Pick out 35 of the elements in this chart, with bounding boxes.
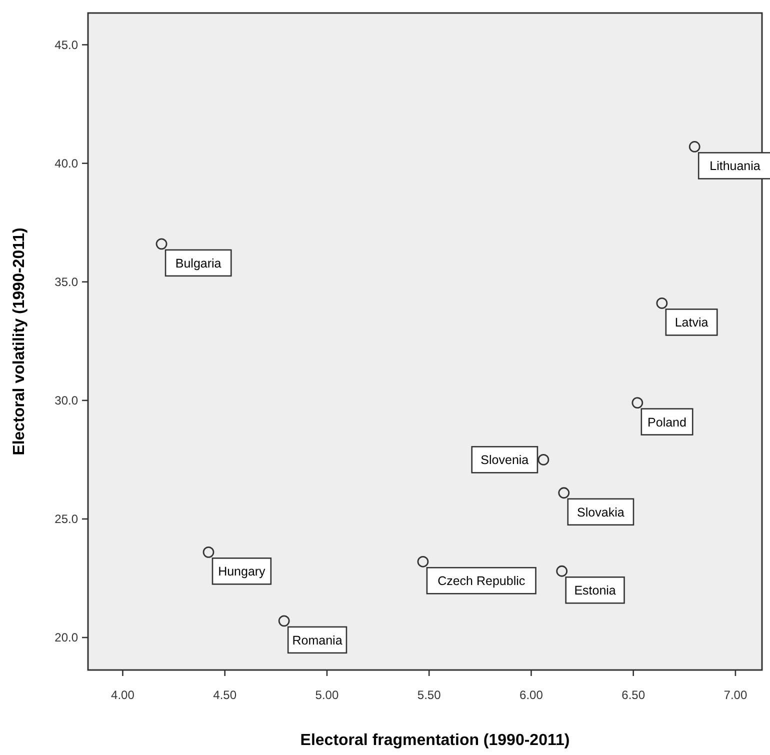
y-tick-label: 35.0 [54, 274, 78, 289]
annotation: Bulgaria [175, 256, 222, 270]
y-tick-label: 40.0 [54, 156, 78, 170]
annotation: Slovenia [480, 453, 529, 468]
y-tick-label: 30.0 [54, 393, 78, 408]
point [202, 546, 214, 558]
x-tick-label: 4.50 [213, 688, 237, 702]
x-tick-label: 6.50 [622, 688, 646, 702]
y-tick-label: 25.0 [54, 512, 78, 526]
annotation: Latvia [674, 316, 708, 330]
annotation: Poland [648, 415, 687, 430]
point [156, 238, 168, 250]
annotation: Czech Republic [438, 574, 526, 588]
point [558, 487, 570, 499]
annotation: Lithuania [710, 159, 760, 174]
point [556, 565, 568, 577]
annotation: Slovakia [577, 505, 624, 520]
annotation: Estonia [574, 584, 616, 598]
y-tick-label: 20.0 [54, 630, 78, 645]
x-axis-title: Electoral fragmentation (1990-2011) [300, 732, 570, 749]
point [538, 454, 550, 466]
point [688, 141, 700, 152]
x-tick-label: 7.00 [724, 688, 748, 702]
point [278, 615, 290, 627]
x-tick-label: 4.00 [111, 688, 135, 702]
x-tick-label: 5.00 [315, 688, 339, 702]
point [656, 298, 668, 309]
x-tick-label: 6.00 [520, 688, 544, 702]
annotation: Romania [292, 633, 342, 648]
x-tick-label: 5.50 [417, 688, 442, 702]
y-tick-label: 45.0 [54, 38, 78, 52]
y-axis-title: Electoral volatility (1990-2011) [11, 228, 28, 456]
annotation: Hungary [218, 564, 266, 579]
point [632, 397, 644, 408]
point [417, 556, 429, 568]
